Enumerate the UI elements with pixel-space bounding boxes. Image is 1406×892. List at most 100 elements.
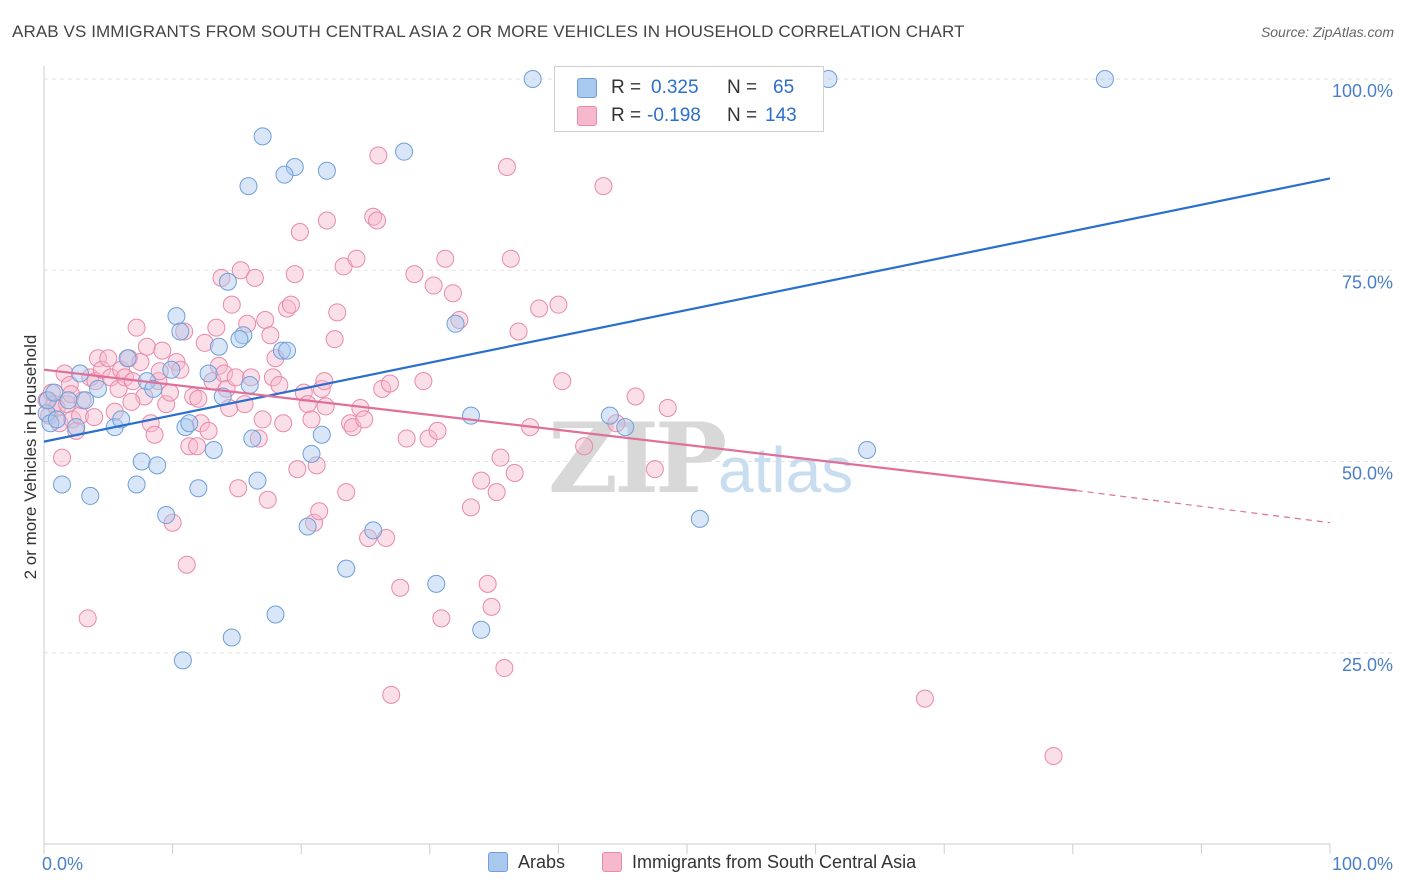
- data-point-immigrants: [501, 249, 520, 268]
- data-point-immigrants: [355, 410, 374, 429]
- y-tick-label: 75.0%: [1342, 272, 1393, 292]
- data-point-immigrants: [285, 265, 304, 284]
- data-point-immigrants: [261, 326, 280, 345]
- data-point-immigrants: [195, 333, 214, 352]
- watermark-atlas: atlas: [718, 434, 853, 506]
- y-tick-label: 25.0%: [1342, 655, 1393, 675]
- data-point-arabs: [47, 410, 66, 429]
- axes: [43, 66, 1331, 854]
- data-point-immigrants: [242, 368, 261, 387]
- data-point-arabs: [38, 391, 57, 410]
- data-point-arabs: [240, 376, 259, 394]
- data-point-immigrants: [325, 330, 344, 349]
- data-point-immigrants: [1044, 747, 1063, 766]
- data-point-immigrants: [263, 368, 282, 387]
- data-point-arabs: [278, 341, 297, 360]
- data-point-immigrants: [60, 376, 79, 394]
- data-point-immigrants: [497, 157, 516, 176]
- data-point-arabs: [209, 337, 228, 356]
- data-point-immigrants: [288, 460, 307, 479]
- data-point-immigrants: [509, 322, 528, 341]
- legend-r-label: R =: [611, 105, 642, 126]
- data-point-immigrants: [491, 448, 510, 467]
- data-point-arabs: [298, 517, 317, 536]
- data-point-immigrants: [99, 349, 118, 368]
- data-point-immigrants: [153, 341, 172, 360]
- data-point-immigrants: [175, 322, 194, 341]
- trend-line-immigrants-extension: [1076, 489, 1331, 524]
- data-point-immigrants: [53, 448, 72, 467]
- legend-swatch-immigrants: [577, 106, 597, 126]
- data-point-immigrants: [472, 471, 491, 490]
- data-point-arabs: [222, 628, 241, 647]
- data-point-immigrants: [553, 372, 572, 391]
- data-point-arabs: [148, 456, 167, 475]
- legend-row-arabs: R = 0.325 N = 65: [555, 73, 823, 103]
- data-point-immigrants: [253, 410, 272, 429]
- data-point-immigrants: [391, 578, 410, 597]
- data-point-arabs: [302, 444, 321, 463]
- data-point-immigrants: [436, 249, 455, 268]
- data-point-arabs: [204, 441, 223, 460]
- data-point-immigrants: [658, 398, 677, 417]
- data-point-immigrants: [428, 421, 447, 440]
- y-axis-title: 2 or more Vehicles in Household: [21, 335, 40, 580]
- series-immigrants-points: [37, 146, 1063, 766]
- data-point-arabs: [239, 177, 258, 196]
- data-point-arabs: [76, 391, 95, 410]
- data-point-immigrants: [487, 483, 506, 502]
- data-point-immigrants: [109, 379, 128, 398]
- data-point-immigrants: [424, 276, 443, 295]
- data-point-immigrants: [397, 429, 416, 448]
- data-point-immigrants: [231, 261, 250, 280]
- trend-lines: [43, 177, 1331, 524]
- data-point-immigrants: [432, 609, 451, 628]
- data-point-immigrants: [645, 460, 664, 479]
- data-point-immigrants: [315, 372, 334, 391]
- data-point-arabs: [162, 360, 181, 379]
- data-point-immigrants: [238, 314, 257, 333]
- data-point-immigrants: [317, 211, 336, 230]
- data-point-immigrants: [281, 295, 300, 314]
- data-point-immigrants: [78, 609, 97, 628]
- data-point-immigrants: [215, 364, 234, 383]
- data-point-arabs: [45, 383, 64, 402]
- data-point-arabs: [118, 349, 137, 368]
- data-point-arabs: [395, 142, 414, 161]
- data-point-arabs: [167, 307, 186, 326]
- data-point-immigrants: [222, 295, 241, 314]
- data-point-arabs: [112, 410, 131, 429]
- data-point-arabs: [132, 452, 151, 471]
- data-point-arabs: [230, 330, 249, 349]
- data-point-arabs: [1095, 70, 1114, 88]
- data-point-arabs: [337, 559, 356, 578]
- legend-r-label: R =: [611, 77, 642, 98]
- data-point-immigrants: [199, 421, 218, 440]
- data-point-arabs: [218, 272, 237, 291]
- data-point-arabs: [523, 70, 542, 88]
- data-point-arabs: [312, 425, 331, 444]
- data-point-immigrants: [482, 597, 501, 616]
- data-point-arabs: [53, 475, 72, 494]
- data-point-immigrants: [270, 376, 289, 394]
- y-tick-label: 50.0%: [1342, 464, 1393, 484]
- series-arabs-points: [37, 70, 1114, 670]
- data-point-arabs: [59, 391, 78, 410]
- trend-line-immigrants: [43, 368, 1077, 492]
- watermark-zip: ZIP: [548, 402, 725, 515]
- legend-row-immigrants: R = -0.198 N = 143: [555, 101, 823, 131]
- data-point-immigrants: [229, 479, 248, 498]
- data-point-arabs: [317, 161, 336, 180]
- data-point-immigrants: [316, 397, 335, 416]
- data-point-immigrants: [92, 360, 111, 379]
- legend-r-value: -0.198: [647, 105, 701, 126]
- data-point-immigrants: [594, 177, 613, 196]
- data-point-immigrants: [369, 146, 388, 165]
- source-label: Source: ZipAtlas.com: [1260, 24, 1394, 40]
- data-point-immigrants: [478, 574, 497, 593]
- data-point-immigrants: [607, 414, 626, 433]
- data-point-immigrants: [249, 429, 268, 448]
- data-point-arabs: [427, 574, 446, 593]
- data-point-arabs: [600, 406, 619, 425]
